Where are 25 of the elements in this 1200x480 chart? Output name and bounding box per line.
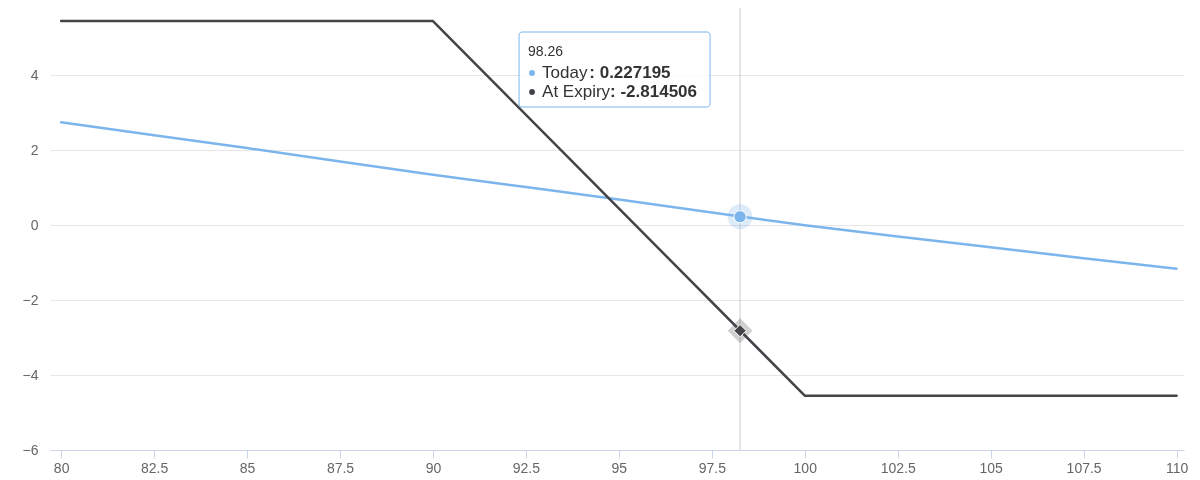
x-tick-label: 85 [239, 459, 256, 476]
x-tick-label: 90 [425, 459, 442, 476]
x-tick-label: 82.5 [140, 459, 169, 476]
x-tick-label: 87.5 [326, 459, 355, 476]
x-tick-label: 80 [53, 459, 70, 476]
annotation: 98.26 [528, 43, 564, 59]
legend-label: Today [542, 63, 588, 82]
x-tick-label: 110 [1165, 459, 1189, 476]
y-tick-label: −4 [22, 366, 39, 383]
y-tick-label: 2 [30, 141, 39, 158]
y-tick-label: 0 [30, 216, 39, 233]
x-tick-label: 92.5 [512, 459, 541, 476]
legend-label: At Expiry [542, 82, 611, 101]
x-tick-label: 105 [979, 459, 1004, 476]
line-series [59, 121, 1178, 270]
x-tick-label: 95 [611, 459, 628, 476]
x-tick-label: 102.5 [880, 459, 916, 476]
x-tick-label: 97.5 [698, 459, 727, 476]
x-tick-label: 107.5 [1066, 459, 1102, 476]
x-tick-label: 100 [793, 459, 818, 476]
y-tick-label: 4 [30, 66, 39, 83]
annotation: : -2.814506 [610, 82, 698, 101]
y-tick-label: −6 [22, 441, 39, 458]
y-tick-label: −2 [22, 291, 39, 308]
annotation: : 0.227195 [589, 63, 671, 82]
